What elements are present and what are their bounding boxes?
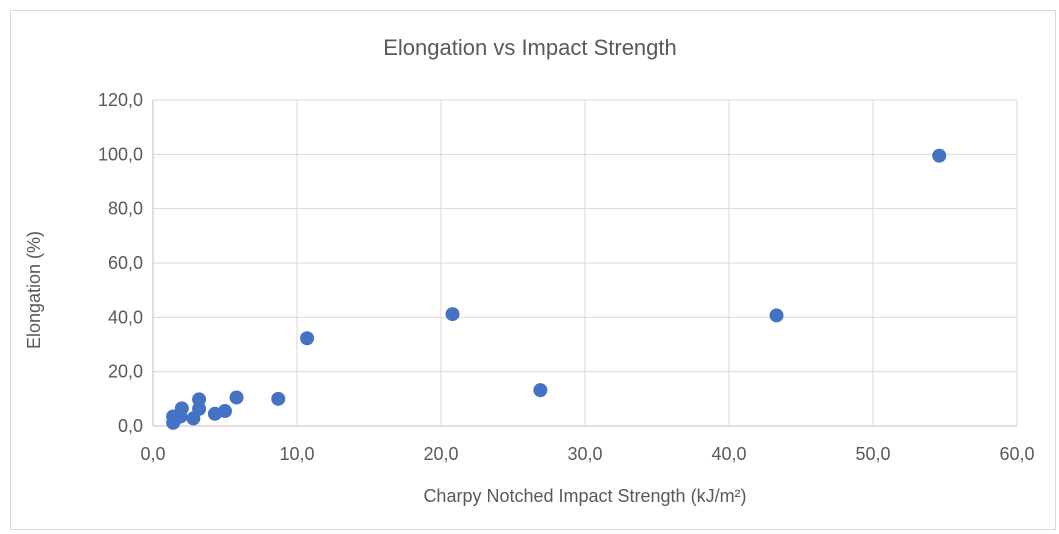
- x-tick-label: 40,0: [711, 444, 746, 464]
- x-tick-label: 30,0: [567, 444, 602, 464]
- data-point: [218, 404, 232, 419]
- data-point: [174, 401, 189, 416]
- x-tick-label: 60,0: [999, 444, 1034, 464]
- x-tick-label: 0,0: [140, 444, 165, 464]
- x-axis-label: Charpy Notched Impact Strength (kJ/m²): [423, 486, 746, 506]
- y-tick-label: 80,0: [108, 199, 143, 219]
- y-tick-label: 60,0: [108, 253, 143, 273]
- y-tick-label: 40,0: [108, 307, 143, 327]
- data-point: [932, 148, 947, 163]
- x-tick-label: 50,0: [855, 444, 890, 464]
- y-tick-label: 0,0: [118, 416, 143, 436]
- chart-title: Elongation vs Impact Strength: [383, 35, 677, 60]
- data-point: [271, 391, 286, 406]
- data-point: [533, 383, 548, 398]
- x-tick-label: 20,0: [423, 444, 458, 464]
- gridlines: [152, 99, 1018, 427]
- data-points: [166, 148, 947, 430]
- y-axis-label: Elongation (%): [24, 231, 44, 349]
- y-tick-label: 120,0: [98, 90, 143, 110]
- y-axis-ticks: 0,0 20,0 40,0 60,0 80,0 100,0 120,0: [98, 90, 143, 436]
- data-point: [300, 331, 315, 346]
- data-point: [192, 392, 207, 407]
- data-point: [229, 390, 244, 405]
- y-tick-label: 20,0: [108, 362, 143, 382]
- data-point: [769, 308, 784, 323]
- x-axis-ticks: 0,0 10,0 20,0 30,0 40,0 50,0 60,0: [140, 444, 1034, 464]
- data-point: [445, 307, 460, 322]
- y-tick-label: 100,0: [98, 144, 143, 164]
- chart-area: [10, 10, 1056, 530]
- x-tick-label: 10,0: [279, 444, 314, 464]
